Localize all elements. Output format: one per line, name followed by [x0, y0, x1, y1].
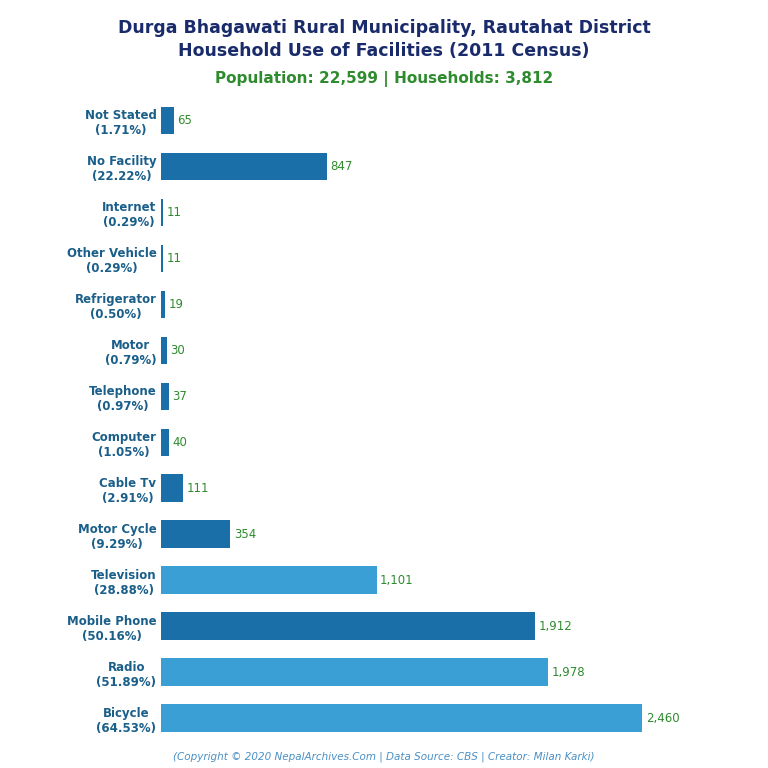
Bar: [161, 245, 164, 272]
Text: 2,460: 2,460: [646, 712, 680, 725]
Text: Household Use of Facilities (2011 Census): Household Use of Facilities (2011 Census…: [178, 42, 590, 60]
Text: 1,978: 1,978: [551, 666, 585, 679]
Text: Durga Bhagawati Rural Municipality, Rautahat District: Durga Bhagawati Rural Municipality, Raut…: [118, 19, 650, 37]
Bar: [161, 521, 230, 548]
Bar: [161, 612, 535, 640]
Bar: [161, 290, 165, 318]
Text: 11: 11: [167, 206, 182, 219]
Text: 111: 111: [187, 482, 209, 495]
Bar: [161, 153, 327, 180]
Bar: [161, 475, 183, 502]
Text: 30: 30: [170, 344, 185, 357]
Text: 1,912: 1,912: [538, 620, 572, 633]
Text: 19: 19: [168, 298, 184, 311]
Text: 40: 40: [173, 435, 187, 449]
Text: 37: 37: [172, 390, 187, 403]
Text: 1,101: 1,101: [380, 574, 414, 587]
Bar: [161, 429, 169, 456]
Bar: [161, 107, 174, 134]
Text: 847: 847: [330, 160, 353, 173]
Text: Population: 22,599 | Households: 3,812: Population: 22,599 | Households: 3,812: [215, 71, 553, 87]
Bar: [161, 336, 167, 364]
Bar: [161, 567, 376, 594]
Bar: [161, 658, 548, 686]
Bar: [161, 704, 642, 732]
Text: 354: 354: [234, 528, 257, 541]
Text: (Copyright © 2020 NepalArchives.Com | Data Source: CBS | Creator: Milan Karki): (Copyright © 2020 NepalArchives.Com | Da…: [174, 751, 594, 762]
Bar: [161, 382, 168, 410]
Bar: [161, 199, 164, 227]
Text: 11: 11: [167, 252, 182, 265]
Text: 65: 65: [177, 114, 192, 127]
